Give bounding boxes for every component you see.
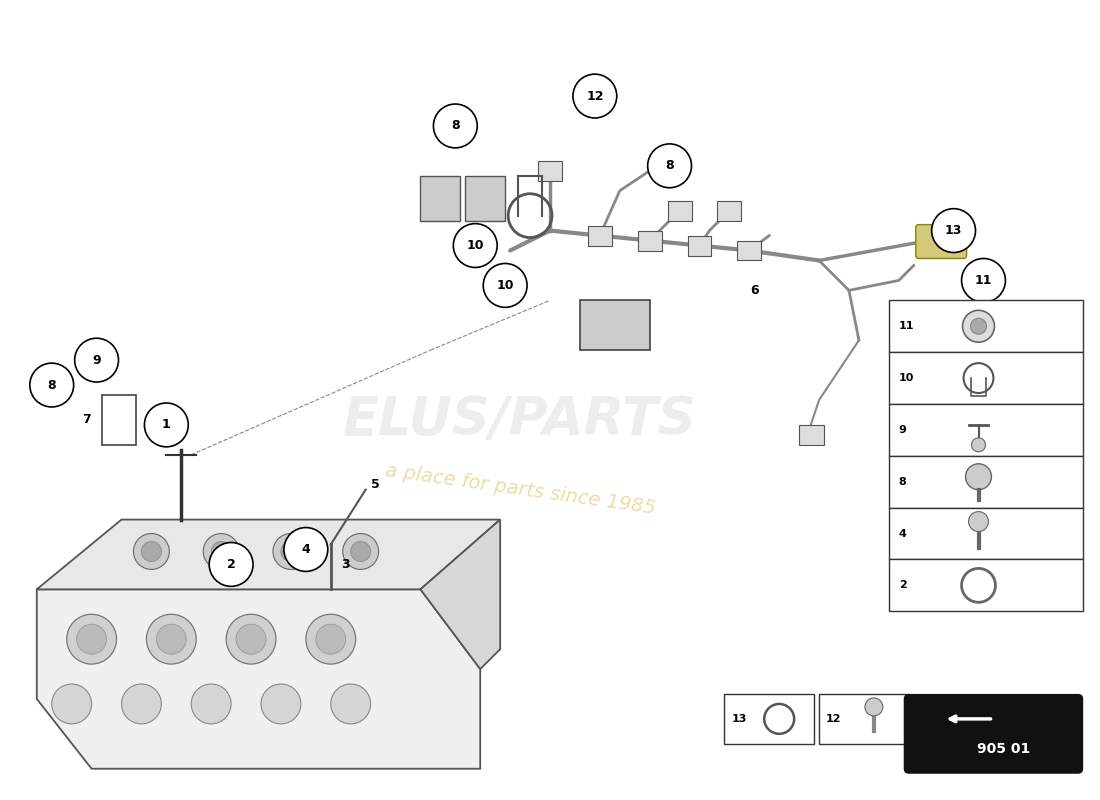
Bar [889,404,1084,456]
Text: 8: 8 [666,159,674,172]
Polygon shape [36,519,501,590]
FancyBboxPatch shape [905,695,1082,773]
Circle shape [121,684,162,724]
Circle shape [970,318,987,334]
Text: 9: 9 [899,425,906,435]
Polygon shape [420,519,500,669]
Circle shape [142,542,162,562]
Circle shape [971,438,986,452]
Circle shape [146,614,196,664]
Text: 8: 8 [451,119,460,133]
Circle shape [284,527,328,571]
Circle shape [77,624,107,654]
Circle shape [453,224,497,267]
Circle shape [133,534,169,570]
Bar [688,235,712,255]
Text: 4: 4 [301,543,310,556]
Circle shape [30,363,74,407]
Text: ELUS/PARTS: ELUS/PARTS [343,394,697,446]
Text: 8: 8 [47,378,56,391]
Circle shape [932,209,976,253]
Circle shape [75,338,119,382]
Circle shape [211,542,231,562]
Text: 6: 6 [750,284,759,297]
Bar [638,230,661,250]
Text: 2: 2 [227,558,235,571]
Circle shape [483,263,527,307]
Circle shape [227,614,276,664]
Bar [889,456,1084,508]
Circle shape [966,464,991,490]
Bar [737,241,761,261]
Circle shape [343,534,378,570]
Circle shape [67,614,117,664]
Text: 2: 2 [899,580,906,590]
Circle shape [191,684,231,724]
Circle shape [144,403,188,447]
Bar [889,352,1084,404]
Text: 7: 7 [82,414,91,426]
Circle shape [273,534,309,570]
Bar [465,176,505,221]
Circle shape [331,684,371,724]
Circle shape [280,542,301,562]
Bar [717,201,741,221]
Text: 11: 11 [899,322,914,331]
Circle shape [261,684,301,724]
Bar [889,300,1084,352]
Bar [580,300,650,350]
Bar [820,694,909,744]
Bar [889,508,1084,559]
Text: 4: 4 [899,529,906,538]
Circle shape [209,542,253,586]
Text: 10: 10 [496,279,514,292]
Bar [668,201,692,221]
FancyBboxPatch shape [915,225,967,258]
Circle shape [156,624,186,654]
Circle shape [961,258,1005,302]
Bar [101,395,136,445]
Circle shape [306,614,355,664]
Text: 11: 11 [975,274,992,287]
Text: a place for parts since 1985: a place for parts since 1985 [384,462,657,518]
Circle shape [433,104,477,148]
Circle shape [52,684,91,724]
Text: 12: 12 [586,90,604,102]
Circle shape [968,512,989,531]
Text: 13: 13 [732,714,747,724]
Text: 10: 10 [899,373,914,383]
Text: 8: 8 [899,477,906,486]
Bar [587,226,612,246]
Text: 10: 10 [466,239,484,252]
Text: 12: 12 [826,714,842,724]
Circle shape [962,310,994,342]
Polygon shape [36,590,481,769]
Bar [538,161,562,181]
Text: 3: 3 [341,558,350,571]
Circle shape [204,534,239,570]
Bar [889,559,1084,611]
Circle shape [865,698,883,716]
Circle shape [316,624,345,654]
Bar [725,694,814,744]
Circle shape [573,74,617,118]
Bar [420,176,460,221]
Circle shape [351,542,371,562]
Text: 13: 13 [945,224,962,237]
Text: 1: 1 [162,418,170,431]
Circle shape [648,144,692,188]
Text: 5: 5 [371,478,380,491]
Text: 9: 9 [92,354,101,366]
Circle shape [236,624,266,654]
Bar [799,425,824,445]
Text: 905 01: 905 01 [977,742,1030,756]
